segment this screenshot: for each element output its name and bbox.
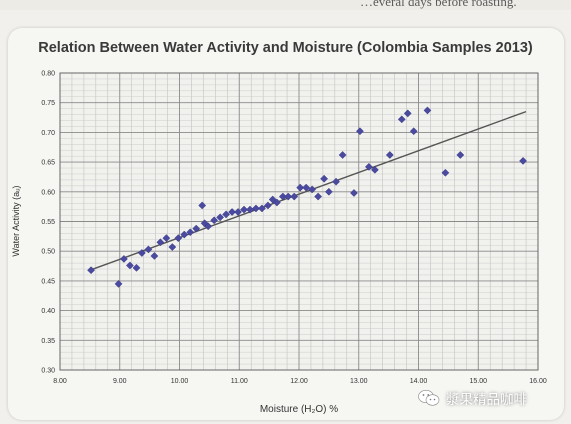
data-point — [268, 195, 277, 204]
x-tick-label: 16.00 — [529, 378, 547, 385]
data-point — [126, 261, 134, 270]
x-tick-label: 9.00 — [113, 378, 127, 385]
data-point — [168, 243, 177, 251]
data-point — [258, 204, 266, 213]
data-point — [210, 216, 219, 225]
data-point — [156, 238, 165, 247]
data-point — [87, 266, 95, 275]
data-points — [87, 106, 527, 288]
y-tick-label: 0.65 — [41, 160, 55, 167]
x-axis-label: Moisture (H₂O) % — [260, 404, 338, 415]
data-point — [356, 127, 364, 136]
data-point — [296, 183, 305, 192]
data-point — [409, 127, 418, 136]
data-point — [162, 234, 171, 243]
x-tick-label: 13.00 — [350, 378, 368, 385]
y-tick-label: 0.45 — [41, 278, 55, 285]
data-point — [320, 174, 328, 183]
y-tick-label: 0.55 — [41, 219, 55, 226]
data-point — [180, 230, 189, 239]
watermark-text: 漿果精品咖啡 — [446, 392, 527, 408]
page-header-fragment: …everal days before roasting. — [360, 0, 517, 9]
data-point — [174, 234, 183, 243]
data-point — [114, 279, 123, 288]
y-tick-label: 0.70 — [41, 130, 55, 137]
y-tick-label: 0.40 — [41, 308, 55, 315]
data-point — [252, 204, 260, 213]
data-point — [204, 222, 213, 231]
wechat-icon — [418, 390, 440, 406]
data-point — [397, 115, 406, 124]
data-point — [216, 213, 225, 222]
y-tick-label: 0.35 — [41, 338, 55, 345]
x-axis-ticks: 8.00 9.00 10.00 11.00 12.00 13.00 14.00 15.00 16… — [53, 378, 547, 385]
data-point — [370, 165, 379, 174]
data-point — [519, 157, 527, 165]
data-point — [198, 201, 207, 210]
x-tick-label: 11.00 — [231, 378, 248, 385]
data-point — [332, 177, 340, 186]
data-point — [385, 151, 394, 159]
data-point — [308, 185, 317, 194]
x-tick-label: 15.00 — [469, 378, 487, 385]
y-tick-label: 0.30 — [41, 368, 55, 375]
data-point — [273, 198, 281, 207]
data-point — [234, 208, 242, 216]
plot-border — [59, 72, 539, 371]
data-point — [192, 224, 201, 233]
y-tick-label: 0.75 — [41, 100, 55, 107]
data-point — [324, 187, 333, 196]
y-axis-ticks: 0.30 0.35 0.40 0.45 0.50 0.55 0.60 0.65 0.70 0.75… — [41, 71, 55, 375]
data-point — [403, 109, 412, 118]
data-point — [284, 192, 293, 201]
data-point — [240, 205, 248, 214]
data-point — [365, 162, 373, 171]
watermark: 漿果精品咖啡 — [418, 386, 568, 410]
data-point — [302, 183, 311, 192]
data-point — [423, 106, 432, 115]
data-point — [314, 192, 323, 201]
x-tick-label: 14.00 — [410, 378, 428, 385]
data-point — [120, 255, 128, 263]
data-point — [186, 228, 195, 237]
y-tick-label: 0.60 — [41, 189, 55, 196]
data-point — [278, 192, 287, 201]
y-tick-label: 0.80 — [41, 71, 55, 78]
data-point — [222, 210, 230, 219]
y-axis-label: Water Activity (aᵤ) — [11, 185, 21, 256]
data-point — [350, 189, 358, 197]
grid-major — [59, 72, 539, 371]
data-point — [144, 245, 153, 254]
y-tick-label: 0.50 — [41, 249, 55, 256]
data-point — [150, 252, 159, 260]
page-top-strip: …everal days before roasting. — [0, 0, 571, 10]
data-point — [338, 151, 347, 159]
x-tick-label: 8.00 — [53, 378, 67, 385]
data-point — [137, 249, 146, 257]
data-point — [132, 263, 141, 272]
x-tick-label: 10.00 — [171, 378, 189, 385]
x-tick-label: 12.00 — [290, 378, 308, 385]
data-point — [290, 192, 299, 201]
data-point — [441, 168, 450, 177]
data-point — [264, 201, 272, 210]
data-point — [228, 208, 236, 216]
data-point — [456, 151, 465, 159]
chart-title: Relation Between Water Activity and Mois… — [38, 40, 533, 56]
